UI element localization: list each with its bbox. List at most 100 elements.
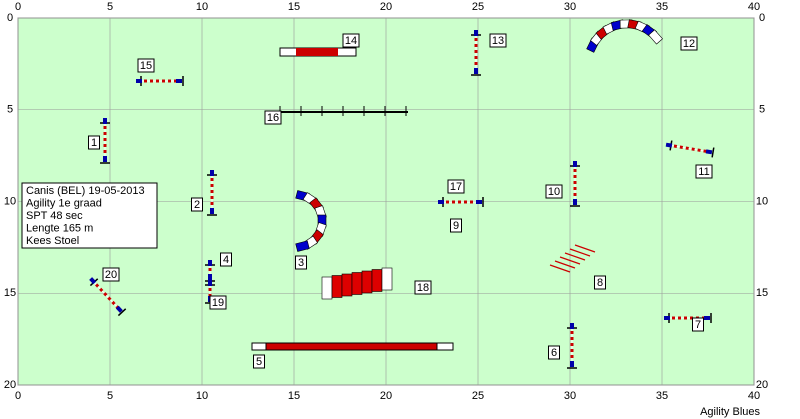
jump-stand — [665, 142, 673, 148]
x-tick-label: 15 — [288, 390, 300, 402]
obstacle-label-box — [594, 275, 606, 290]
obstacle-label: 4 — [223, 254, 229, 266]
jump-bar — [90, 278, 122, 312]
x-tick-label: 0 — [15, 1, 21, 13]
footer: Agility Blues — [700, 406, 760, 418]
jump-stand — [705, 149, 713, 155]
x-tick-label: 20 — [380, 1, 392, 13]
tunnel-segment — [381, 267, 393, 291]
obstacle-label-box — [545, 184, 563, 199]
x-tick-label: 25 — [472, 1, 484, 13]
obstacle-label: 5 — [256, 356, 262, 368]
jump-bar-core — [91, 279, 121, 311]
obstacle-label-box — [695, 164, 713, 179]
info-box — [21, 182, 158, 249]
obstacle-label: 16 — [267, 112, 279, 124]
obstacle-label: 15 — [140, 60, 152, 72]
obstacle-label: 3 — [298, 257, 304, 269]
obstacle-label-box — [102, 267, 120, 282]
y-tick-label: 5 — [759, 104, 765, 116]
obstacle-label: 9 — [453, 220, 459, 232]
obstacle-label: 11 — [698, 166, 709, 178]
weave — [549, 264, 571, 273]
y-tick-label: 10 — [756, 195, 768, 207]
obstacle-label: 2 — [194, 199, 200, 211]
info-line: Canis (BEL) 19-05-2013 — [26, 185, 145, 197]
x-tick-label: 40 — [748, 390, 760, 402]
x-tick-label: 10 — [196, 390, 208, 402]
x-tick-label: 20 — [380, 390, 392, 402]
tunnel-segment — [361, 270, 373, 294]
jump-bar — [667, 143, 711, 154]
y-tick-label: 5 — [7, 104, 13, 116]
obstacle-label-box — [680, 36, 698, 51]
tunnel-segment — [341, 273, 353, 297]
obstacle-label-box — [253, 354, 265, 369]
obstacle-label-box — [447, 179, 465, 194]
weave — [554, 260, 576, 269]
tunnel-segment — [321, 276, 333, 300]
y-tick-label: 20 — [756, 379, 768, 391]
obstacle-label-box — [414, 280, 432, 295]
x-tick-label: 30 — [564, 390, 576, 402]
dogwalk-end — [251, 342, 267, 351]
obstacle-label-box — [342, 33, 360, 48]
weave — [564, 252, 586, 261]
tunnel-segment — [371, 269, 383, 292]
dogwalk — [251, 342, 454, 351]
obstacle-label-box — [88, 135, 100, 150]
obstacle-label: 12 — [683, 38, 695, 50]
y-tick-label: 0 — [7, 12, 13, 24]
obstacle-label: 17 — [450, 181, 462, 193]
obstacle-label: 18 — [417, 282, 429, 294]
weave — [569, 248, 591, 257]
jump-bar-core — [667, 144, 711, 153]
obstacle — [296, 48, 338, 56]
x-tick-label: 25 — [472, 390, 484, 402]
info-line: Agility 1e graad — [26, 197, 102, 209]
obstacle-label-box — [692, 317, 704, 332]
tunnel-segment — [331, 275, 343, 298]
jump-wing — [711, 147, 715, 158]
x-tick-label: 10 — [196, 1, 208, 13]
obstacle-label-box — [295, 255, 307, 270]
obstacle-label-box — [220, 252, 232, 267]
x-tick-label: 5 — [107, 390, 113, 402]
dogwalk-end — [436, 342, 454, 351]
obstacle-label-box — [191, 197, 203, 212]
y-tick-label: 10 — [4, 195, 16, 207]
tunnel-segment — [351, 272, 363, 295]
obstacle-label-box — [209, 295, 227, 310]
jump-stand — [89, 277, 97, 285]
obstacle-label: 20 — [105, 269, 117, 281]
weave — [574, 244, 596, 253]
obstacle-label-box — [548, 345, 560, 360]
x-tick-label: 35 — [656, 1, 668, 13]
obstacle-label-box — [137, 58, 155, 73]
info-line: Lengte 165 m — [26, 222, 93, 234]
y-tick-label: 15 — [756, 287, 768, 299]
x-tick-label: 5 — [107, 1, 113, 13]
obstacle-label: 7 — [695, 319, 701, 331]
obstacle-label-box — [489, 33, 507, 48]
obstacle-label-box — [450, 218, 462, 233]
obstacle-label-box — [264, 110, 282, 125]
obstacle-label: 8 — [597, 277, 603, 289]
obstacle-label: 14 — [345, 35, 357, 47]
jump-stand — [115, 305, 123, 313]
x-tick-label: 30 — [564, 1, 576, 13]
y-tick-label: 20 — [4, 379, 16, 391]
obstacle-label: 13 — [492, 35, 504, 47]
obstacle-label: 10 — [548, 186, 560, 198]
x-tick-label: 0 — [15, 390, 21, 402]
x-tick-label: 35 — [656, 390, 668, 402]
x-tick-label: 40 — [748, 1, 760, 13]
y-tick-label: 0 — [759, 12, 765, 24]
tunnel-segment — [648, 29, 663, 45]
info-line: SPT 48 sec — [26, 210, 83, 222]
y-tick-label: 15 — [4, 287, 16, 299]
info-line: Kees Stoel — [26, 235, 79, 247]
tunnel-segment — [295, 240, 310, 252]
obstacle-label: 19 — [212, 297, 224, 309]
